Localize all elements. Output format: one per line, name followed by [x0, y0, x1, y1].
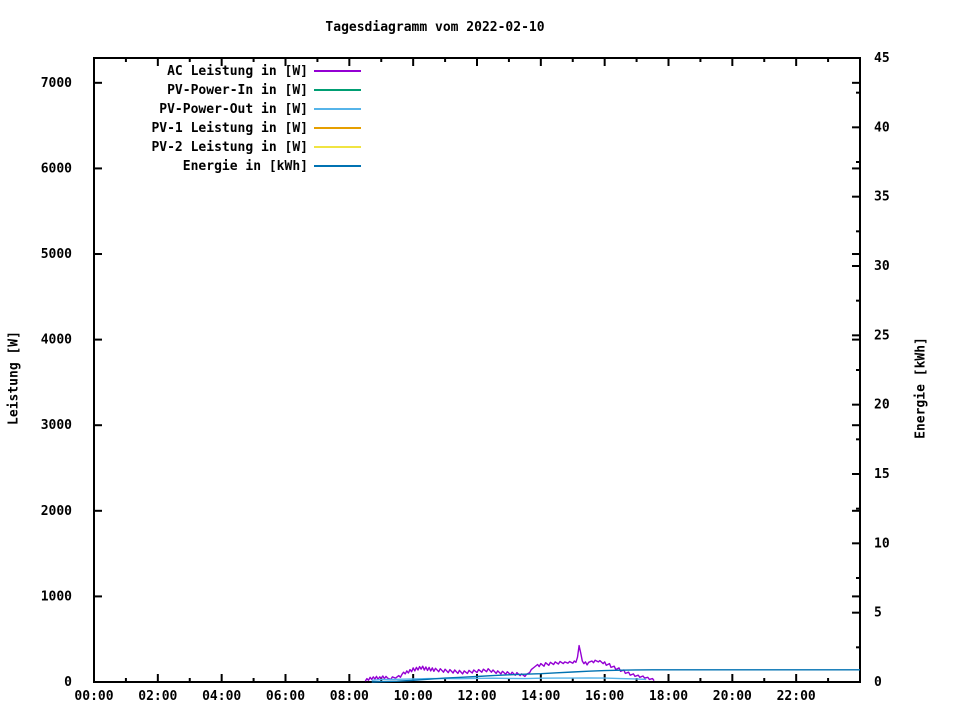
legend-item: PV-Power-Out in [W]: [0, 101, 370, 117]
y-tick-label: 6000: [41, 161, 72, 176]
x-tick-label: 20:00: [713, 689, 752, 704]
x-tick-label: 04:00: [202, 689, 241, 704]
y-tick-label: 7000: [41, 76, 72, 91]
x-tick-label: 06:00: [266, 689, 305, 704]
y2-tick-label: 5: [874, 606, 882, 621]
x-tick-label: 22:00: [777, 689, 816, 704]
y-tick-label: 5000: [41, 247, 72, 262]
series-line-energie-in-kwh: [371, 669, 860, 683]
x-tick-label: 16:00: [585, 689, 624, 704]
y-tick-label: 0: [64, 675, 72, 690]
y2-tick-label: 45: [874, 51, 890, 66]
x-tick-label: 00:00: [74, 689, 113, 704]
y2-tick-label: 20: [874, 398, 890, 413]
series-line-pv-power-out-in-w: [371, 677, 647, 681]
legend-label: PV-1 Leistung in [W]: [151, 120, 308, 136]
legend-line-sample: [314, 89, 361, 91]
x-tick-label: 10:00: [394, 689, 433, 704]
legend-label: PV-Power-In in [W]: [167, 82, 308, 98]
y2-tick-label: 40: [874, 120, 890, 135]
legend-line-sample: [314, 70, 361, 72]
y-tick-label: 1000: [41, 589, 72, 604]
y2-tick-label: 0: [874, 675, 882, 690]
x-tick-label: 12:00: [457, 689, 496, 704]
legend-item: PV-2 Leistung in [W]: [0, 139, 370, 155]
legend-line-sample: [314, 146, 361, 148]
y2-tick-label: 35: [874, 190, 890, 205]
legend-line-sample: [314, 127, 361, 129]
series-line-ac-leistung-in-w: [364, 644, 655, 682]
y-tick-label: 4000: [41, 333, 72, 348]
y2-tick-label: 15: [874, 467, 890, 482]
x-tick-label: 14:00: [521, 689, 560, 704]
legend-label: PV-2 Leistung in [W]: [151, 139, 308, 155]
legend-item: PV-Power-In in [W]: [0, 82, 370, 98]
legend-item: Energie in [kWh]: [0, 158, 370, 174]
x-tick-label: 18:00: [649, 689, 688, 704]
y-tick-label: 2000: [41, 504, 72, 519]
x-tick-label: 02:00: [138, 689, 177, 704]
chart-title: Tagesdiagramm vom 2022-02-10: [325, 20, 545, 35]
legend-label: PV-Power-Out in [W]: [159, 101, 308, 117]
legend-line-sample: [314, 165, 361, 167]
y-tick-label: 3000: [41, 418, 72, 433]
y2-tick-label: 25: [874, 328, 890, 343]
x-tick-label: 08:00: [330, 689, 369, 704]
legend-label: Energie in [kWh]: [182, 158, 308, 174]
legend-item: AC Leistung in [W]: [0, 63, 370, 79]
legend-line-sample: [314, 108, 361, 110]
y2-tick-label: 30: [874, 259, 890, 274]
y2-tick-label: 10: [874, 536, 890, 551]
legend-item: PV-1 Leistung in [W]: [0, 120, 370, 136]
legend-label: AC Leistung in [W]: [167, 63, 308, 79]
